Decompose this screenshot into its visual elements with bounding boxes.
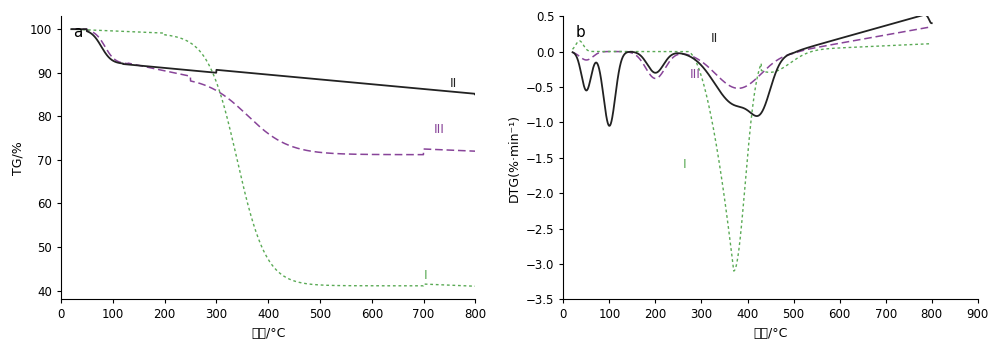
Text: III: III: [434, 123, 445, 136]
X-axis label: 温度/°C: 温度/°C: [251, 327, 285, 340]
Text: I: I: [424, 269, 427, 282]
Y-axis label: TG/%: TG/%: [11, 141, 24, 174]
Text: III: III: [690, 68, 701, 81]
Text: I: I: [683, 158, 687, 171]
Text: II: II: [449, 77, 457, 90]
Text: a: a: [73, 25, 83, 40]
Y-axis label: DTG(%·min⁻¹): DTG(%·min⁻¹): [507, 114, 520, 202]
Text: b: b: [576, 25, 586, 40]
X-axis label: 温度/°C: 温度/°C: [753, 327, 788, 340]
Text: II: II: [711, 32, 718, 45]
